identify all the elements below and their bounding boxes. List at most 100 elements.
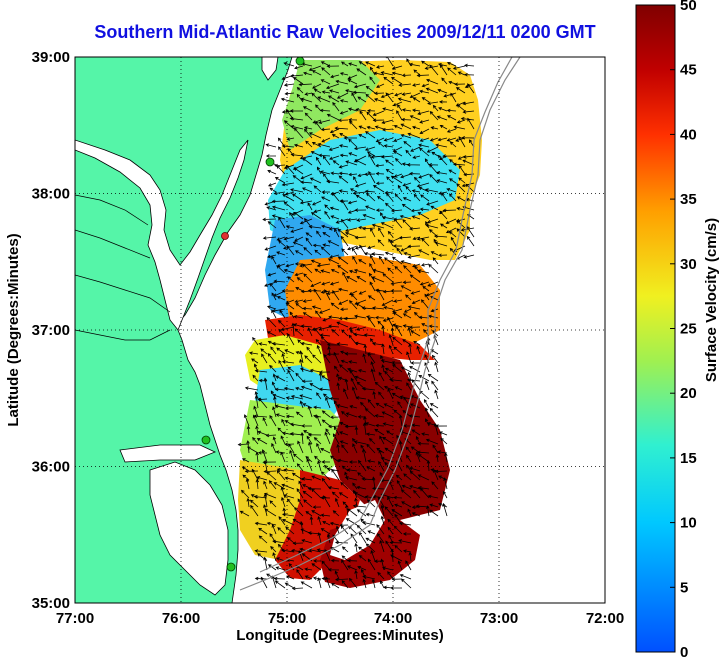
velocity-arrow <box>467 83 475 94</box>
velocity-arrow <box>287 276 295 283</box>
velocity-arrow <box>307 433 322 437</box>
velocity-arrow <box>253 495 268 499</box>
velocity-arrow <box>408 414 421 418</box>
velocity-arrow <box>398 83 412 87</box>
velocity-arrow <box>414 265 421 274</box>
velocity-arrow <box>334 228 340 238</box>
velocity-arrow <box>322 155 331 166</box>
station-marker <box>265 157 275 167</box>
velocity-arrow <box>350 377 358 391</box>
velocity-arrow <box>315 156 322 166</box>
velocity-arrow <box>347 218 358 222</box>
velocity-arrow <box>335 577 349 582</box>
velocity-arrow <box>354 235 367 240</box>
velocity-arrow <box>251 468 259 481</box>
velocity-arrow <box>293 323 304 328</box>
velocity-arrow <box>269 364 277 373</box>
velocity-arrow <box>380 155 394 159</box>
velocity-arrow <box>260 348 268 355</box>
velocity-arrow <box>267 272 277 277</box>
velocity-arrow <box>333 400 340 409</box>
velocity-arrow <box>424 407 430 418</box>
velocity-arrow <box>427 218 439 224</box>
velocity-arrow <box>278 328 286 337</box>
velocity-arrow <box>426 505 430 517</box>
velocity-arrow <box>436 115 448 121</box>
arrow-field <box>237 57 475 591</box>
velocity-arrow <box>438 107 448 112</box>
velocity-arrow <box>289 109 304 113</box>
velocity-arrow <box>331 468 340 481</box>
velocity-arrow <box>352 443 358 454</box>
velocity-arrow <box>326 533 331 544</box>
velocity-arrow <box>463 254 475 259</box>
velocity-arrow <box>450 236 457 247</box>
velocity-arrow <box>400 123 412 130</box>
velocity-arrow <box>402 532 412 536</box>
velocity-arrow <box>419 281 430 286</box>
velocity-arrow <box>299 155 313 160</box>
velocity-arrow <box>303 126 313 130</box>
velocity-arrow <box>270 346 277 355</box>
velocity-arrow <box>419 147 430 157</box>
velocity-arrow <box>405 446 412 454</box>
x-tick-label: 73:00 <box>480 610 518 627</box>
velocity-arrow <box>380 504 385 517</box>
velocity-arrow <box>318 119 331 125</box>
velocity-arrow <box>409 92 421 98</box>
velocity-arrow <box>439 210 448 220</box>
velocity-arrow <box>445 227 457 234</box>
velocity-arrow <box>402 324 412 328</box>
velocity-arrow <box>304 567 313 572</box>
velocity-arrow <box>287 366 295 373</box>
velocity-arrow <box>383 76 394 85</box>
velocity-arrow <box>329 396 340 401</box>
velocity-arrow <box>348 460 358 464</box>
velocity-arrow <box>282 194 295 202</box>
velocity-arrow <box>362 422 367 436</box>
velocity-arrow <box>276 296 286 301</box>
velocity-arrow <box>456 104 466 112</box>
velocity-arrow <box>293 143 304 148</box>
velocity-arrow <box>388 344 394 355</box>
velocity-arrow <box>290 227 304 233</box>
velocity-arrow <box>277 319 286 328</box>
velocity-arrow <box>246 425 251 436</box>
velocity-arrow <box>263 480 268 490</box>
y-axis-label: Latitude (Degrees:Minutes) <box>5 233 22 426</box>
velocity-arrow <box>370 227 376 238</box>
velocity-arrow <box>320 127 331 132</box>
velocity-arrow <box>293 167 304 175</box>
velocity-arrow <box>376 83 385 88</box>
velocity-arrow <box>348 152 358 157</box>
velocity-arrow <box>283 468 295 472</box>
velocity-arrow <box>312 243 322 248</box>
velocity-arrow <box>283 494 295 499</box>
velocity-arrow <box>275 375 286 382</box>
velocity-arrow <box>381 325 385 337</box>
velocity-arrow <box>330 455 340 463</box>
velocity-arrow <box>281 512 295 517</box>
velocity-arrow <box>356 326 367 331</box>
velocity-arrow <box>456 196 466 202</box>
velocity-arrow <box>413 193 421 202</box>
velocity-arrow <box>366 111 376 121</box>
velocity-arrow <box>378 496 385 508</box>
velocity-arrow <box>312 354 322 364</box>
velocity-arrow <box>353 83 367 89</box>
velocity-arrow <box>363 333 376 337</box>
velocity-arrow <box>444 452 448 463</box>
velocity-arrow <box>366 443 376 454</box>
velocity-arrow <box>291 548 304 553</box>
velocity-arrow <box>453 125 466 130</box>
velocity-arrow <box>271 199 286 204</box>
velocity-arrow <box>402 549 412 553</box>
velocity-arrow <box>283 61 295 67</box>
velocity-arrow <box>347 74 358 80</box>
velocity-arrow <box>348 107 358 112</box>
velocity-arrow <box>271 341 286 346</box>
velocity-arrow <box>400 133 412 139</box>
velocity-arrow <box>247 446 259 454</box>
velocity-arrow <box>355 396 367 400</box>
